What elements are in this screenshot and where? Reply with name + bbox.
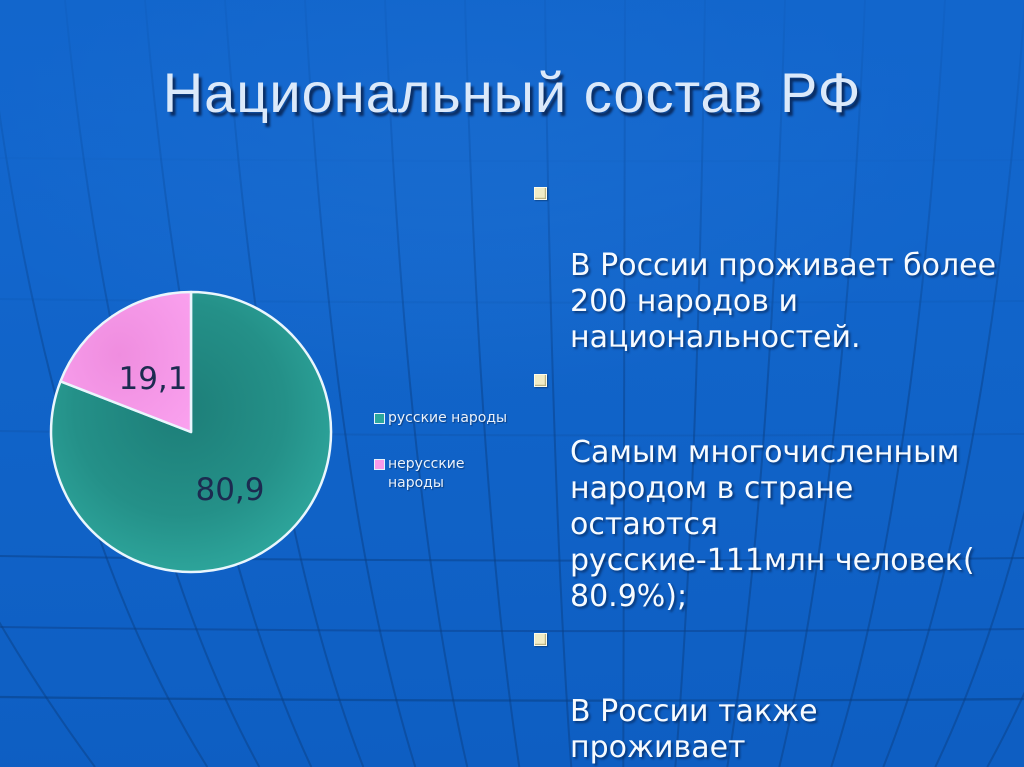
bullet-text: Самым многочисленным народом в стране ос… bbox=[570, 435, 975, 614]
legend-item-russian: русские народы bbox=[374, 409, 507, 428]
legend-label: нерусские народы bbox=[388, 456, 465, 491]
pie-legend: русские народы нерусские народы bbox=[374, 409, 507, 520]
bullet-list: В России проживает более 200 народов и н… bbox=[532, 176, 1002, 767]
bullet-item: Самым многочисленным народом в стране ос… bbox=[532, 363, 1002, 615]
bullet-square-icon bbox=[534, 633, 547, 646]
legend-swatch-teal-icon bbox=[374, 413, 385, 424]
pie-value-russian: 80,9 bbox=[195, 472, 264, 508]
bullet-text: В России проживает более 200 народов и н… bbox=[570, 248, 997, 355]
bullet-item: В России проживает более 200 народов и н… bbox=[532, 176, 1002, 356]
bullet-item: В России также проживает 5,31млн.татар(3… bbox=[532, 622, 1002, 767]
legend-label: русские народы bbox=[388, 410, 508, 426]
legend-item-nonrussian: нерусские народы bbox=[374, 455, 507, 493]
bullet-text: В России также проживает 5,31млн.татар(3… bbox=[570, 694, 927, 767]
pie-value-nonrussian: 19,1 bbox=[118, 361, 187, 397]
legend-swatch-pink-icon bbox=[374, 459, 385, 470]
bullet-square-icon bbox=[534, 187, 547, 200]
pie-chart: 19,1 80,9 bbox=[49, 290, 333, 574]
slide-title: Национальный состав РФ bbox=[162, 61, 862, 124]
bullet-square-icon bbox=[534, 374, 547, 387]
